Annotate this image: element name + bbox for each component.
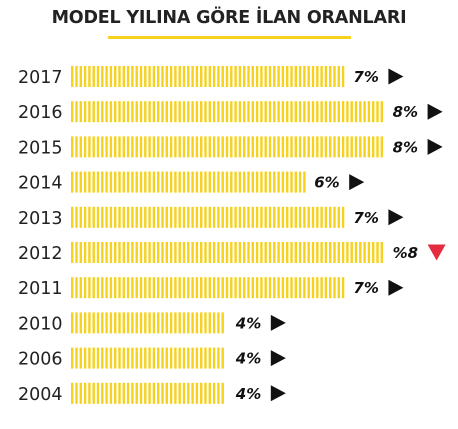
category-label: 2013	[18, 209, 63, 229]
bar	[71, 206, 345, 228]
right-arrow-icon	[388, 68, 404, 85]
value-label: 7%	[353, 68, 378, 86]
chart-title: MODEL YILINA GÖRE İLAN ORANLARI	[51, 8, 407, 28]
category-label: 2004	[18, 385, 63, 405]
right-arrow-icon	[427, 103, 443, 120]
category-label: 2014	[18, 174, 63, 194]
value-label: 8%	[393, 103, 418, 121]
value-label: 4%	[235, 350, 261, 368]
bar	[71, 101, 383, 123]
right-arrow-icon	[270, 350, 286, 367]
right-arrow-icon	[270, 314, 286, 331]
right-arrow-icon	[349, 174, 365, 191]
right-arrow-icon	[427, 138, 443, 155]
category-label: 2011	[18, 279, 63, 299]
value-label: 6%	[314, 174, 339, 192]
category-label: 2010	[18, 314, 63, 334]
category-label: 2012	[18, 244, 63, 264]
bar-row: 2013 7%	[18, 206, 404, 229]
value-label: 4%	[235, 314, 261, 332]
bar-row: 2014 6%	[18, 171, 365, 194]
bar	[71, 66, 345, 87]
category-label: 2006	[18, 350, 63, 370]
bar-row: 2010 4%	[18, 312, 286, 334]
title-underline	[108, 36, 351, 39]
bar	[71, 277, 345, 299]
value-label: 8%	[393, 138, 418, 156]
bar	[71, 242, 383, 263]
category-label: 2016	[18, 103, 63, 123]
bar-row: 2011 7%	[18, 277, 404, 299]
right-arrow-icon	[270, 385, 286, 402]
bar-row: 2015 8%	[18, 136, 443, 158]
value-label: 4%	[235, 385, 261, 403]
value-label: %8	[393, 244, 418, 262]
value-label: 7%	[353, 209, 378, 227]
down-arrow-icon	[427, 244, 446, 261]
bar-row: 2016 8%	[18, 101, 443, 123]
bar	[71, 347, 224, 369]
value-label: 7%	[353, 279, 378, 297]
category-label: 2015	[18, 138, 63, 158]
bar-row: 2012 %8	[18, 242, 446, 264]
bar-row: 2017 7%	[18, 66, 404, 88]
bar	[71, 136, 383, 158]
category-label: 2017	[18, 68, 63, 88]
right-arrow-icon	[388, 209, 404, 226]
bar	[71, 171, 306, 193]
bar-row: 2004 4%	[18, 382, 286, 405]
bar	[71, 312, 224, 334]
right-arrow-icon	[388, 279, 404, 296]
bar	[71, 382, 224, 404]
bar-row: 2006 4%	[18, 347, 286, 370]
